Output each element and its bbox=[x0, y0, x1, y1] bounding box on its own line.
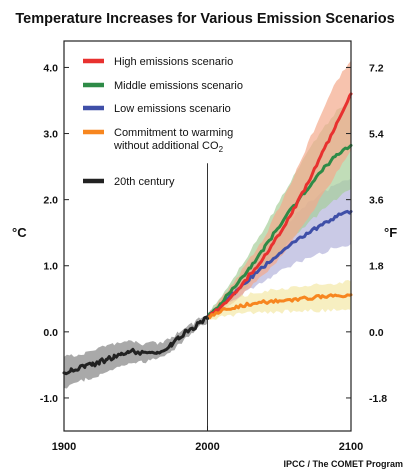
x-tick-label: 2100 bbox=[339, 441, 363, 453]
line-middle-emissions-scenario bbox=[206, 143, 353, 319]
y-axis-unit-right: °F bbox=[384, 225, 397, 240]
legend-label-commitment-to-warming: Commitment to warming bbox=[114, 127, 233, 139]
y-tick-label-right: 3.6 bbox=[369, 195, 384, 207]
y-tick-label-right: 5.4 bbox=[369, 129, 384, 141]
legend-label-20th-century: 20th century bbox=[114, 176, 175, 188]
y-tick-label-right: 0.0 bbox=[369, 327, 384, 339]
y-tick-label-left: 4.0 bbox=[43, 62, 58, 74]
series-lines bbox=[62, 92, 353, 376]
legend-label-high-emissions-scenario: High emissions scenario bbox=[114, 56, 233, 68]
y-tick-label-left: 1.0 bbox=[43, 261, 58, 273]
axis-ticks: 4.0 7.2 3.0 5.4 2.0 3.6 1.0 1.8 0.0 0.0 -1.0 -1.8 19… bbox=[40, 62, 387, 453]
source-credit: IPCC / The COMET Program bbox=[283, 459, 403, 469]
y-tick-label-left: 3.0 bbox=[43, 129, 58, 141]
x-tick-label: 1900 bbox=[52, 441, 76, 453]
legend-label-middle-emissions-scenario: Middle emissions scenario bbox=[114, 80, 243, 92]
x-tick-label: 2000 bbox=[195, 441, 219, 453]
legend-label-low-emissions-scenario: Low emissions scenario bbox=[114, 103, 231, 115]
line-commitment-to-warming-without-additional-co2 bbox=[206, 293, 353, 320]
y-tick-label-right: 1.8 bbox=[369, 261, 384, 273]
y-tick-label-left: 2.0 bbox=[43, 195, 58, 207]
line-20th-century bbox=[62, 315, 209, 376]
y-axis-unit-left: °C bbox=[12, 225, 27, 240]
chart-title: Temperature Increases for Various Emissi… bbox=[15, 11, 394, 27]
legend-label-subscript: 2 bbox=[219, 145, 224, 154]
y-tick-label-left: 0.0 bbox=[43, 327, 58, 339]
y-tick-label-right: 7.2 bbox=[369, 62, 384, 74]
y-tick-label-right: -1.8 bbox=[369, 393, 387, 405]
y-tick-label-left: -1.0 bbox=[40, 393, 58, 405]
band-high-emissions-scenario bbox=[207, 60, 351, 319]
legend-label-line2: without additional CO2 bbox=[113, 140, 224, 154]
line-high-emissions-scenario bbox=[206, 92, 353, 319]
legend: High emissions scenario Middle emissions … bbox=[83, 56, 243, 188]
